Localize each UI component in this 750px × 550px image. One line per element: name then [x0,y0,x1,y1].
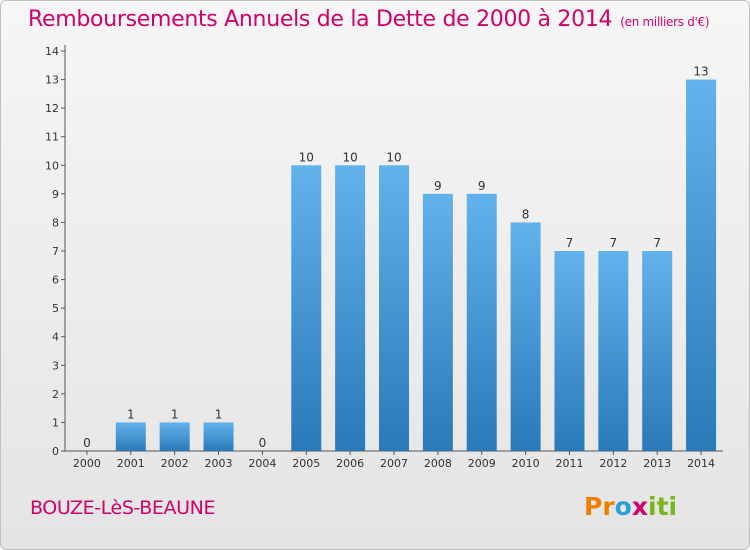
bar [159,422,190,451]
y-tick-label: 0 [52,445,59,458]
y-tick-label: 7 [52,245,59,258]
bar [642,251,673,451]
bar-value-label: 13 [693,65,708,79]
bar-value-label: 0 [259,436,267,450]
y-tick-label: 13 [45,74,59,87]
bar-value-label: 7 [610,236,618,250]
y-tick-label: 11 [45,131,59,144]
x-tick-label: 2013 [643,457,671,470]
bar-value-label: 1 [127,407,135,421]
bar-value-label: 10 [386,150,401,164]
bar [422,193,453,451]
bar [598,251,629,451]
bar [203,422,234,451]
bar-value-label: 0 [83,436,91,450]
x-tick-label: 2002 [161,457,189,470]
x-tick-label: 2001 [117,457,145,470]
x-tick-label: 2006 [336,457,364,470]
x-tick-label: 2011 [555,457,583,470]
title-text: Remboursements Annuels de la Dette de 20… [28,7,613,32]
commune-name: BOUZE-LèS-BEAUNE [30,497,216,519]
logo-letter: x [631,492,648,521]
bar [466,193,497,451]
x-tick-label: 2010 [512,457,540,470]
bar-value-label: 7 [653,236,661,250]
x-tick-label: 2008 [424,457,452,470]
bar-value-label: 7 [566,236,574,250]
x-tick-label: 2005 [292,457,320,470]
bar [686,79,717,452]
bar-value-label: 8 [522,207,530,221]
proxiti-logo: Proxiti [584,492,677,521]
bar-value-label: 10 [342,150,357,164]
bar [510,222,541,451]
y-tick-label: 14 [45,45,59,58]
y-tick-label: 10 [45,159,59,172]
logo-letter: P [584,492,603,521]
bar [554,251,585,451]
y-tick-label: 8 [52,216,59,229]
bar-value-label: 9 [434,179,442,193]
bar [379,165,409,452]
logo-letter: r [602,492,615,521]
x-tick-label: 2003 [205,457,233,470]
logo-letter: i [668,492,678,521]
y-tick-label: 3 [52,359,59,372]
bar-value-label: 1 [171,407,179,421]
logo-letter: o [614,492,632,521]
unit-label: (en milliers d'€) [620,15,710,29]
y-tick-label: 2 [52,388,59,401]
y-tick-label: 1 [52,416,59,429]
bar-value-label: 9 [478,179,486,193]
x-tick-label: 2000 [73,457,101,470]
logo-letter: t [656,492,669,521]
bar-value-label: 1 [215,407,223,421]
x-tick-label: 2014 [687,457,715,470]
x-tick-label: 2004 [248,457,276,470]
chart-title: Remboursements Annuels de la Dette de 20… [28,7,710,32]
bar [291,165,322,452]
bar-value-label: 10 [299,150,314,164]
x-tick-label: 2012 [599,457,627,470]
y-tick-label: 4 [52,331,59,344]
x-tick-label: 2007 [380,457,408,470]
y-tick-label: 12 [45,102,59,115]
y-tick-label: 9 [52,188,59,201]
y-tick-label: 5 [52,302,59,315]
y-tick-label: 6 [52,274,59,287]
logo-letter: i [648,492,657,521]
x-tick-label: 2009 [468,457,496,470]
bar [115,422,146,451]
bar [335,165,366,452]
